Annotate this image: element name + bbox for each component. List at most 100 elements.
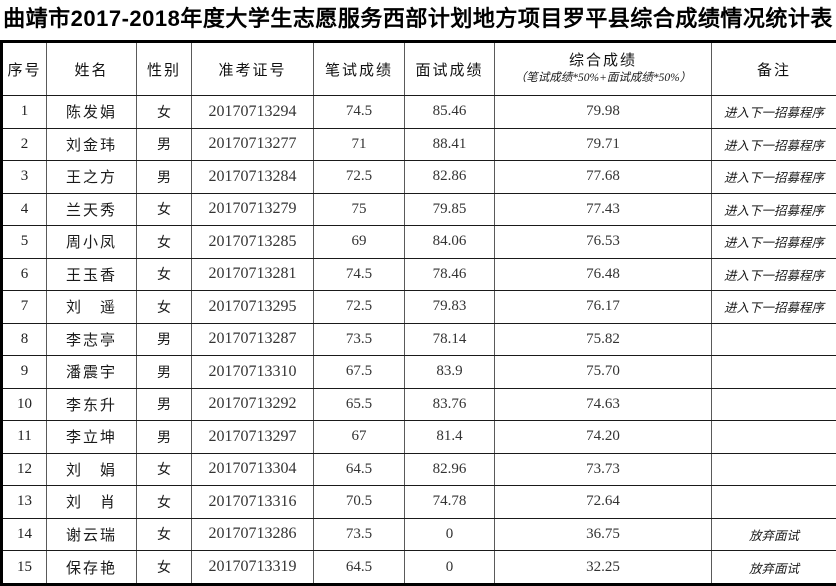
- cell-written: 73.5: [313, 517, 405, 551]
- cell-remark: 放弃面试: [711, 550, 836, 585]
- cell-written: 67.5: [313, 355, 405, 389]
- cell-composite: 74.63: [494, 387, 712, 421]
- cell-seq: 9: [1, 355, 47, 389]
- cell-composite: 36.75: [494, 517, 712, 551]
- cell-composite: 32.25: [494, 550, 712, 585]
- cell-interview: 83.76: [404, 387, 495, 421]
- col-header-name: 姓名: [46, 41, 137, 96]
- cell-exam_id: 20170713277: [191, 127, 314, 161]
- cell-seq: 6: [1, 257, 47, 291]
- cell-gender: 女: [136, 225, 192, 259]
- cell-name: 李东升: [46, 387, 137, 421]
- table-row: 8 李志亭男 20170713287 73.5 78.14 75.82: [1, 322, 836, 356]
- cell-gender: 女: [136, 257, 192, 291]
- table-row: 12 刘 娟女 20170713304 64.5 82.96 73.73: [1, 452, 836, 486]
- cell-name: 刘 肖: [46, 485, 137, 519]
- cell-remark: 进入下一招募程序: [711, 192, 836, 226]
- cell-composite: 73.73: [494, 452, 712, 486]
- composite-header-note: （笔试成绩*50%+面试成绩*50%）: [514, 72, 692, 85]
- cell-remark: 进入下一招募程序: [711, 257, 836, 291]
- cell-composite: 76.53: [494, 225, 712, 259]
- cell-name: 周小凤: [46, 225, 137, 259]
- cell-name: 兰天秀: [46, 192, 137, 226]
- table-row: 11 李立坤男 20170713297 67 81.4 74.20: [1, 420, 836, 454]
- header-row: 序号 姓名 性别 准考证号 笔试成绩 面试成绩 综合成绩 （笔试成绩*50%+面…: [1, 41, 836, 96]
- cell-written: 70.5: [313, 485, 405, 519]
- cell-interview: 79.83: [404, 290, 495, 324]
- cell-gender: 女: [136, 550, 192, 585]
- col-header-interview: 面试成绩: [404, 41, 495, 96]
- cell-written: 65.5: [313, 387, 405, 421]
- cell-composite: 72.64: [494, 485, 712, 519]
- cell-interview: 78.46: [404, 257, 495, 291]
- cell-gender: 女: [136, 95, 192, 129]
- cell-interview: 81.4: [404, 420, 495, 454]
- cell-gender: 男: [136, 355, 192, 389]
- cell-interview: 0: [404, 550, 495, 585]
- cell-remark: [711, 322, 836, 356]
- cell-composite: 77.43: [494, 192, 712, 226]
- cell-written: 72.5: [313, 290, 405, 324]
- cell-remark: 进入下一招募程序: [711, 160, 836, 194]
- col-header-written: 笔试成绩: [313, 41, 405, 96]
- cell-seq: 3: [1, 160, 47, 194]
- cell-name: 李志亭: [46, 322, 137, 356]
- cell-remark: [711, 485, 836, 519]
- cell-name: 潘震宇: [46, 355, 137, 389]
- cell-interview: 79.85: [404, 192, 495, 226]
- cell-seq: 15: [1, 550, 47, 585]
- cell-composite: 75.82: [494, 322, 712, 356]
- cell-exam_id: 20170713279: [191, 192, 314, 226]
- cell-remark: [711, 387, 836, 421]
- cell-seq: 2: [1, 127, 47, 161]
- cell-name: 王之方: [46, 160, 137, 194]
- cell-exam_id: 20170713297: [191, 420, 314, 454]
- table-row: 15 保存艳女 20170713319 64.5 0 32.25 放弃面试: [1, 550, 836, 585]
- cell-interview: 82.86: [404, 160, 495, 194]
- col-header-gender: 性别: [136, 41, 192, 96]
- cell-interview: 84.06: [404, 225, 495, 259]
- cell-exam_id: 20170713286: [191, 517, 314, 551]
- cell-gender: 女: [136, 485, 192, 519]
- col-header-remark: 备注: [711, 41, 836, 96]
- cell-seq: 14: [1, 517, 47, 551]
- table-row: 6 王玉香女 20170713281 74.5 78.46 76.48 进入下一招募程序: [1, 257, 836, 291]
- col-header-exam-id: 准考证号: [191, 41, 314, 96]
- cell-gender: 男: [136, 420, 192, 454]
- cell-name: 刘 娟: [46, 452, 137, 486]
- table-row: 3 王之方男 20170713284 72.5 82.86 77.68 进入下一招募程序: [1, 160, 836, 194]
- cell-interview: 82.96: [404, 452, 495, 486]
- table-row: 2 刘金玮男 20170713277 71 88.41 79.71 进入下一招募程序: [1, 127, 836, 161]
- cell-written: 74.5: [313, 95, 405, 129]
- cell-gender: 女: [136, 192, 192, 226]
- cell-composite: 74.20: [494, 420, 712, 454]
- cell-name: 李立坤: [46, 420, 137, 454]
- cell-seq: 1: [1, 95, 47, 129]
- cell-interview: 88.41: [404, 127, 495, 161]
- table-row: 9 潘震宇男 20170713310 67.5 83.9 75.70: [1, 355, 836, 389]
- cell-remark: 进入下一招募程序: [711, 225, 836, 259]
- cell-remark: 放弃面试: [711, 517, 836, 551]
- cell-seq: 5: [1, 225, 47, 259]
- cell-seq: 13: [1, 485, 47, 519]
- cell-exam_id: 20170713287: [191, 322, 314, 356]
- cell-remark: 进入下一招募程序: [711, 95, 836, 129]
- cell-interview: 83.9: [404, 355, 495, 389]
- cell-seq: 12: [1, 452, 47, 486]
- cell-composite: 79.71: [494, 127, 712, 161]
- cell-composite: 79.98: [494, 95, 712, 129]
- cell-gender: 男: [136, 127, 192, 161]
- col-header-composite: 综合成绩 （笔试成绩*50%+面试成绩*50%）: [494, 41, 712, 96]
- cell-written: 75: [313, 192, 405, 226]
- cell-exam_id: 20170713316: [191, 485, 314, 519]
- page-title: 曲靖市2017-2018年度大学生志愿服务西部计划地方项目罗平县综合成绩情况统计…: [3, 6, 833, 31]
- cell-exam_id: 20170713284: [191, 160, 314, 194]
- col-header-seq: 序号: [1, 41, 47, 96]
- cell-exam_id: 20170713285: [191, 225, 314, 259]
- score-table: 序号 姓名 性别 准考证号 笔试成绩 面试成绩 综合成绩 （笔试成绩*50%+面…: [0, 40, 836, 586]
- cell-exam_id: 20170713295: [191, 290, 314, 324]
- cell-name: 谢云瑞: [46, 517, 137, 551]
- cell-written: 74.5: [313, 257, 405, 291]
